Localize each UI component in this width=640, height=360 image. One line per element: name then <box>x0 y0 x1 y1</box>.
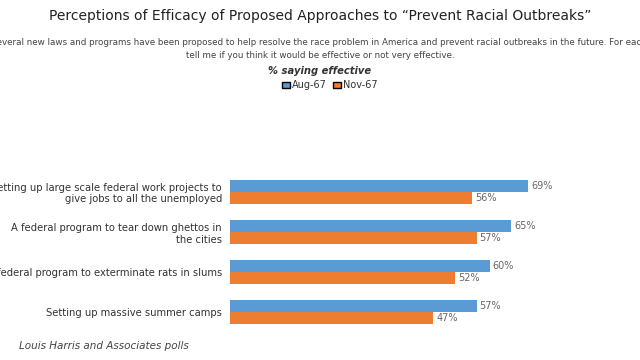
Bar <box>230 220 511 232</box>
Bar <box>230 192 472 204</box>
Text: % saying effective: % saying effective <box>268 66 372 76</box>
Bar <box>230 232 477 244</box>
Text: Several new laws and programs have been proposed to help resolve the race proble: Several new laws and programs have been … <box>0 38 640 47</box>
Text: Louis Harris and Associates polls: Louis Harris and Associates polls <box>19 341 189 351</box>
Text: Nov-67: Nov-67 <box>344 80 378 90</box>
Text: 57%: 57% <box>479 233 501 243</box>
Text: Perceptions of Efficacy of Proposed Approaches to “Prevent Racial Outbreaks”: Perceptions of Efficacy of Proposed Appr… <box>49 9 591 23</box>
Bar <box>230 180 529 192</box>
Text: Aug-67: Aug-67 <box>292 80 327 90</box>
Text: tell me if you think it would be effective or not very effective.: tell me if you think it would be effecti… <box>186 51 454 60</box>
Text: 52%: 52% <box>458 273 480 283</box>
Bar <box>230 312 433 324</box>
Text: 65%: 65% <box>514 221 536 231</box>
Bar <box>230 300 477 312</box>
Text: 60%: 60% <box>493 261 514 271</box>
Text: 57%: 57% <box>479 301 501 311</box>
Text: 69%: 69% <box>531 181 553 191</box>
Text: 47%: 47% <box>436 313 458 323</box>
Text: 56%: 56% <box>476 193 497 203</box>
Bar <box>230 260 490 272</box>
Bar <box>230 272 455 284</box>
